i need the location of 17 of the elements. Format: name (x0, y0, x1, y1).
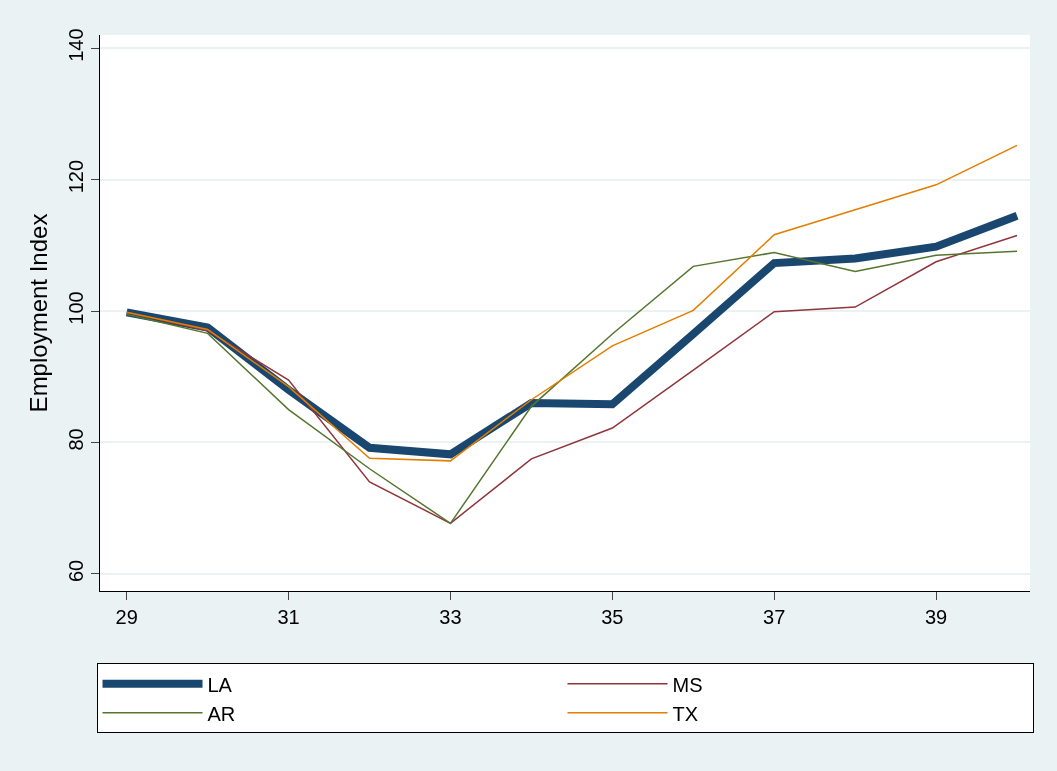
y-tick-label: 120 (65, 159, 87, 194)
x-tick-label: 33 (439, 606, 462, 628)
x-tick-label: 37 (763, 606, 786, 628)
x-tick-label: 31 (277, 606, 300, 628)
y-tick-label: 140 (65, 28, 87, 62)
legend-label: MS (672, 673, 703, 696)
legend-label: TX (672, 702, 699, 725)
x-tick-label: 29 (115, 606, 138, 628)
legend-label: AR (207, 702, 236, 725)
y-tick-label: 80 (65, 428, 87, 451)
x-tick-label: 35 (601, 606, 624, 628)
x-tick-label: 39 (924, 606, 948, 628)
legend-label: LA (207, 673, 233, 696)
y-axis-title: Employment Index (25, 213, 53, 413)
line-series (125, 144, 1018, 462)
y-tick-label: 100 (65, 291, 87, 325)
y-tick-label: 60 (65, 559, 87, 583)
